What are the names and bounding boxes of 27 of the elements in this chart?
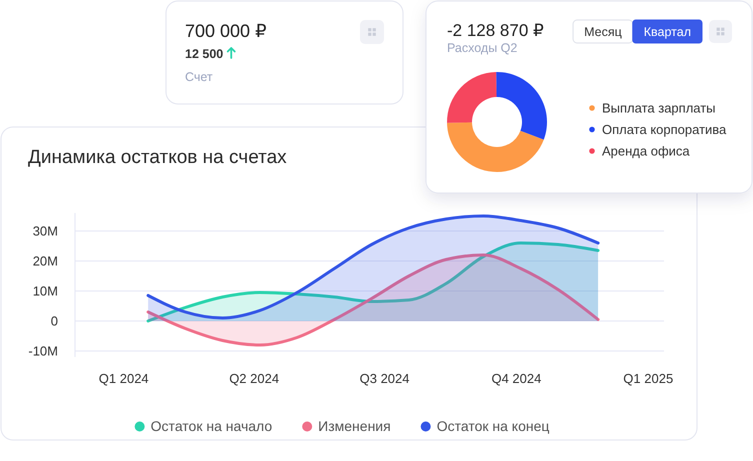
text: 700 000 ₽ xyxy=(185,21,267,41)
y-tick-label: 0 xyxy=(50,314,58,328)
x-tick-label: Q2 2024 xyxy=(229,371,280,386)
legend-label: Остаток на конец xyxy=(436,418,550,434)
text: Квартал xyxy=(644,25,692,39)
x-tick-label: Q1 2025 xyxy=(623,371,674,386)
legend-label: Оплата корпоратива xyxy=(602,122,728,137)
legend-label: Выплата зарплаты xyxy=(602,100,716,116)
text: Месяц xyxy=(584,25,622,39)
x-tick-label: Q1 2024 xyxy=(98,371,149,386)
donut-slice xyxy=(447,122,544,172)
y-tick-label: 20M xyxy=(32,254,58,268)
legend-label: Аренда офиса xyxy=(602,144,690,158)
text: 12 500 xyxy=(185,47,224,61)
legend-label: Остаток на начало xyxy=(150,418,272,434)
chart-title: Динамика остатков на счетах xyxy=(28,147,288,168)
x-tick-label: Q3 2024 xyxy=(360,371,410,386)
donut-slice xyxy=(447,72,497,123)
x-tick-label: Q4 2024 xyxy=(491,371,542,386)
y-tick-label: -10M xyxy=(28,344,58,358)
legend-label: Изменения xyxy=(318,418,391,434)
chart-subtitle: Расходы Q2 xyxy=(447,41,518,55)
text: Счет xyxy=(185,70,213,84)
y-tick-label: 30M xyxy=(32,224,58,238)
y-tick-label: 10M xyxy=(32,284,58,298)
donut-slice xyxy=(496,72,547,140)
chart-title: -2 128 870 ₽ xyxy=(447,21,544,40)
